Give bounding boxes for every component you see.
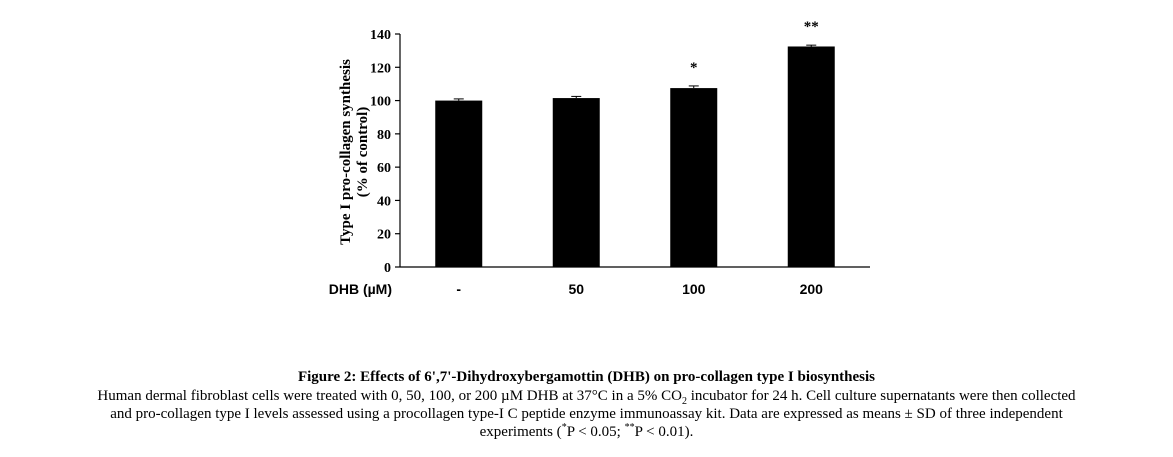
- figure-caption-body: Human dermal fibroblast cells were treat…: [0, 387, 1173, 441]
- caption-line3-sup2: **: [624, 422, 635, 433]
- bar-chart: Type I pro-collagen synthesis (% of cont…: [329, 19, 870, 297]
- y-ticks: 0 20 40 60 80 100 120 140: [370, 28, 400, 276]
- y-tick-label: 140: [370, 28, 391, 43]
- y-tick-label: 120: [370, 61, 391, 76]
- y-tick-label: 20: [377, 228, 391, 243]
- bar: [552, 98, 600, 267]
- category-axis-label: DHB (µM): [329, 281, 392, 297]
- y-tick-label: 100: [370, 95, 391, 110]
- category-label: 200: [800, 281, 824, 297]
- category-label: 100: [682, 281, 706, 297]
- y-tick-label: 60: [377, 161, 391, 176]
- category-label: 50: [568, 281, 584, 297]
- caption-line3-a: experiments (: [479, 424, 562, 440]
- category-label: -: [456, 281, 461, 297]
- caption-line1-a: Human dermal fibroblast cells were treat…: [97, 388, 682, 404]
- caption-line2: and pro-collagen type I levels assessed …: [110, 406, 1063, 422]
- bar: [435, 100, 483, 267]
- significance-marker: **: [804, 19, 819, 35]
- category-labels: - 50 100 200: [456, 281, 823, 297]
- caption-line1-b: incubator for 24 h. Cell culture superna…: [686, 388, 1076, 404]
- y-tick-label: 40: [377, 194, 391, 209]
- caption-line1-sub: 2: [681, 396, 687, 407]
- y-axis-label: Type I pro-collagen synthesis (% of cont…: [338, 59, 371, 245]
- caption-line3-b: P < 0.05;: [566, 424, 625, 440]
- caption-line3-c: P < 0.01).: [634, 424, 694, 440]
- bar: [787, 46, 835, 267]
- y-axis-label-line1: Type I pro-collagen synthesis: [338, 59, 354, 245]
- bars: ***: [435, 19, 835, 267]
- bar: [670, 88, 718, 267]
- y-axis-label-line2: (% of control): [355, 107, 371, 198]
- caption-line3-sup1: *: [561, 422, 567, 433]
- y-tick-label: 0: [384, 261, 391, 276]
- significance-marker: *: [690, 60, 698, 76]
- figure-caption-title: Figure 2: Effects of 6',7'-Dihydroxyberg…: [297, 369, 876, 385]
- y-tick-label: 80: [377, 128, 391, 143]
